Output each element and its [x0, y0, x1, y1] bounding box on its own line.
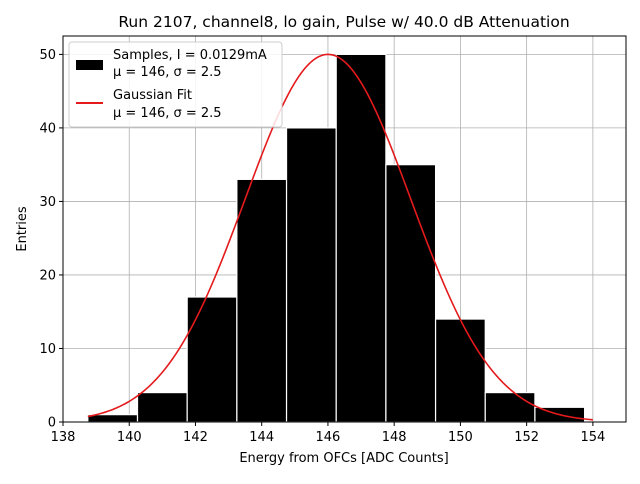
- histogram-bar-2: [186, 296, 238, 423]
- y-tick-label-0: 0: [48, 416, 56, 431]
- x-tick-label-7: 152: [514, 430, 539, 445]
- gaussian-fit-curve: [87, 53, 593, 421]
- x-tick-label-8: 154: [580, 430, 605, 445]
- legend-swatch-samples: [76, 60, 103, 70]
- histogram-bars: [87, 53, 586, 423]
- histogram-bar-4: [285, 127, 337, 423]
- histogram-bar-1: [136, 391, 188, 423]
- y-tick-label-3: 30: [39, 195, 56, 210]
- y-tick-label-4: 40: [39, 121, 56, 136]
- x-tick-label-2: 142: [183, 430, 208, 445]
- x-tick-label-1: 140: [117, 430, 142, 445]
- plot-frame: [62, 35, 627, 423]
- histogram-bar-6: [385, 164, 437, 423]
- x-tick-label-6: 150: [448, 430, 473, 445]
- legend: Samples, I = 0.0129mA μ = 146, σ = 2.5 G…: [68, 41, 283, 128]
- x-axis-ticks: 138 140 142 144 146 148 150 152 154: [51, 422, 605, 445]
- y-tick-label-1: 10: [39, 342, 56, 357]
- x-tick-label-0: 138: [51, 430, 76, 445]
- x-tick-label-5: 148: [382, 430, 407, 445]
- histogram-bar-7: [434, 318, 486, 423]
- histogram-bar-5: [335, 53, 387, 423]
- legend-stats-samples: μ = 146, σ = 2.5: [113, 65, 222, 80]
- legend-stats-fit: μ = 146, σ = 2.5: [113, 106, 222, 121]
- chart-title: Run 2107, channel8, lo gain, Pulse w/ 40…: [118, 13, 569, 31]
- y-tick-label-2: 20: [39, 268, 56, 283]
- histogram-bar-0: [87, 414, 139, 423]
- x-tick-label-3: 144: [249, 430, 274, 445]
- x-tick-label-4: 146: [316, 430, 341, 445]
- y-axis-ticks: 0 10 20 30 40 50: [39, 48, 63, 431]
- histogram-bar-3: [236, 178, 288, 423]
- legend-label-fit: Gaussian Fit: [113, 88, 192, 103]
- y-axis-label: Entries: [15, 206, 30, 252]
- histogram-bar-8: [484, 391, 536, 423]
- fit-curve-layer: [87, 53, 593, 421]
- x-axis-label: Energy from OFCs [ADC Counts]: [239, 451, 448, 466]
- legend-box: [68, 41, 283, 128]
- legend-label-samples: Samples, I = 0.0129mA: [113, 48, 267, 63]
- y-tick-label-5: 50: [39, 48, 56, 63]
